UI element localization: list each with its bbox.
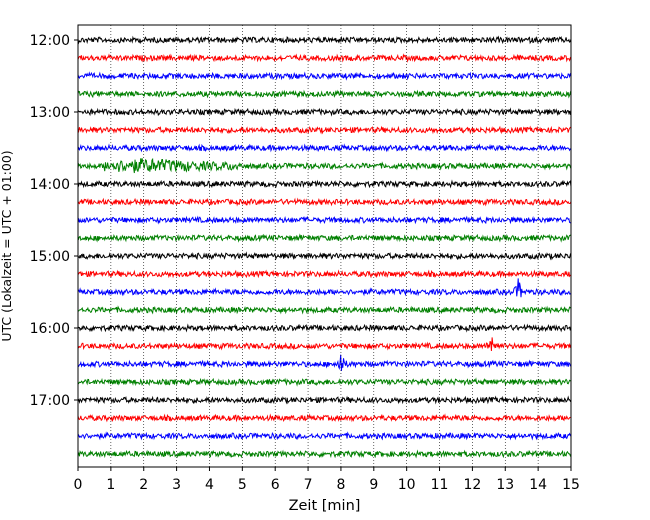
x-tick-label-8: 8 — [336, 477, 345, 493]
x-tick-label-6: 6 — [271, 477, 280, 493]
trace-14 — [77, 278, 572, 298]
y-axis: 12:00 13:00 14:00 15:00 16:00 17:00 — [30, 33, 78, 409]
y-tick-label-15:00: 15:00 — [30, 249, 70, 265]
x-axis-label: Zeit [min] — [289, 498, 361, 514]
trace-17 — [77, 337, 572, 352]
y-tick-label-17:00: 17:00 — [30, 393, 70, 409]
x-tick-label-9: 9 — [369, 477, 378, 493]
y-axis-label: UTC (Lokalzeit = UTC + 01:00) — [0, 150, 14, 341]
trace-11 — [77, 233, 572, 243]
x-axis: 0 1 2 3 4 5 6 7 8 9 10 11 12 13 14 15 — [74, 467, 580, 493]
plot-frame — [77, 24, 572, 468]
x-tick-label-4: 4 — [205, 477, 214, 493]
trace-18 — [77, 354, 572, 371]
x-tick-label-2: 2 — [139, 477, 148, 493]
trace-22 — [77, 431, 572, 441]
trace-group — [77, 35, 572, 459]
trace-16 — [77, 323, 572, 333]
trace-12 — [77, 251, 572, 261]
x-tick-label-13: 13 — [496, 477, 514, 493]
x-tick-label-5: 5 — [238, 477, 247, 493]
trace-8 — [77, 179, 572, 189]
x-tick-label-1: 1 — [106, 477, 115, 493]
trace-5 — [77, 125, 572, 135]
trace-2 — [77, 71, 572, 81]
trace-0 — [77, 35, 572, 45]
trace-20 — [77, 395, 572, 405]
x-tick-label-11: 11 — [431, 477, 449, 493]
x-tick-label-0: 0 — [74, 477, 83, 493]
trace-4 — [77, 107, 572, 117]
x-tick-label-7: 7 — [304, 477, 313, 493]
trace-1 — [77, 53, 572, 63]
y-tick-label-12:00: 12:00 — [30, 33, 70, 49]
y-tick-label-16:00: 16:00 — [30, 321, 70, 337]
trace-6 — [77, 143, 572, 153]
trace-7 — [77, 157, 572, 174]
y-tick-label-14:00: 14:00 — [30, 177, 70, 193]
trace-9 — [77, 197, 572, 207]
x-tick-label-14: 14 — [529, 477, 547, 493]
x-tick-label-3: 3 — [172, 477, 181, 493]
trace-21 — [77, 413, 572, 423]
trace-15 — [77, 305, 572, 315]
trace-10 — [77, 215, 572, 225]
trace-3 — [77, 89, 572, 99]
trace-23 — [77, 449, 572, 459]
y-tick-label-13:00: 13:00 — [30, 105, 70, 121]
x-tick-label-12: 12 — [463, 477, 481, 493]
trace-13 — [77, 269, 572, 279]
x-tick-label-10: 10 — [398, 477, 416, 493]
x-tick-label-15: 15 — [562, 477, 580, 493]
trace-19 — [77, 377, 572, 387]
